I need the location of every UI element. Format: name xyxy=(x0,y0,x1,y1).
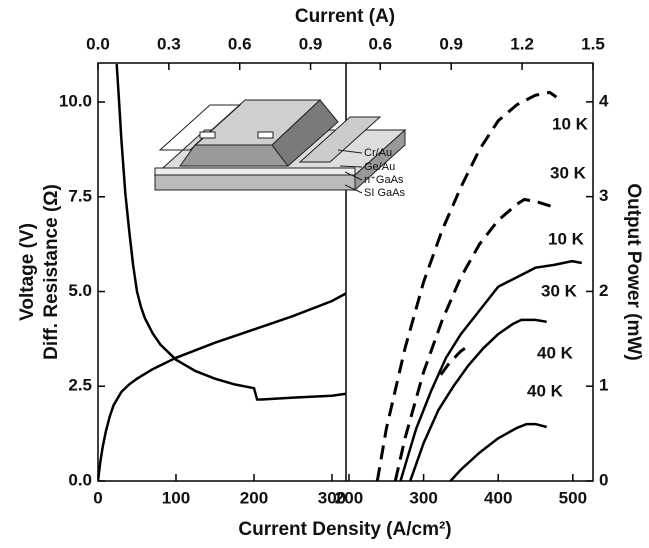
x-tick-label: 200 xyxy=(240,488,268,507)
data-line xyxy=(375,90,558,481)
series-label: 10 K xyxy=(548,229,585,248)
data-line xyxy=(409,318,547,481)
y-tick-label: 4 xyxy=(599,91,609,110)
series-label: 40 K xyxy=(537,343,574,362)
y-tick-label: 0 xyxy=(599,470,608,489)
data-line xyxy=(449,422,548,481)
data-line xyxy=(115,64,346,401)
y-tick-label: 7.5 xyxy=(68,186,92,205)
x2-tick-label: 0.6 xyxy=(228,34,252,53)
x2-tick-label: 0.3 xyxy=(157,34,181,53)
series-label: 10 K xyxy=(552,114,589,133)
x-tick-label: 300 xyxy=(409,488,437,507)
y-tick-label: 1 xyxy=(599,376,608,395)
y-tick-label: 2 xyxy=(599,281,608,300)
series-label: 40 K xyxy=(527,381,564,400)
series-label: 30 K xyxy=(550,163,587,182)
inset-label: Cr/Au xyxy=(364,147,392,159)
inset: Cr/Au Ge/Au n⁺GaAs SI GaAs xyxy=(153,99,407,199)
x-tick-label: 200 xyxy=(335,488,363,507)
series-label: 30 K xyxy=(541,281,578,300)
y-tick-label: 5.0 xyxy=(68,281,92,300)
x-tick-label: 300 xyxy=(318,488,346,507)
x-tick-label: 0 xyxy=(93,488,102,507)
data-line xyxy=(393,197,551,481)
y-axis-title: Diff. Resistance (Ω) xyxy=(41,184,62,360)
inset-label: n⁺GaAs xyxy=(364,174,404,186)
x2-tick-label: 0.9 xyxy=(439,34,463,53)
y-tick-label: 2.5 xyxy=(68,376,92,395)
x2-tick-label: 0.6 xyxy=(368,34,392,53)
x2-tick-label: 0.9 xyxy=(299,34,323,53)
y-tick-label: 10.0 xyxy=(59,92,92,111)
y2-axis-title: Output Power (mW) xyxy=(623,183,644,360)
x2-tick-label: 1.2 xyxy=(510,34,534,53)
y-tick-label: 0.0 xyxy=(68,470,92,489)
inset-label: Ge/Au xyxy=(364,161,395,173)
data-line xyxy=(98,292,346,481)
x2-tick-label: 1.5 xyxy=(581,34,605,53)
y-axis-title: Voltage (V) xyxy=(17,223,38,321)
x-tick-label: 100 xyxy=(162,488,190,507)
inset-label: SI GaAs xyxy=(364,187,405,199)
x-tick-label: 400 xyxy=(484,488,512,507)
x2-axis-title: Current (A) xyxy=(295,6,395,27)
data-line xyxy=(399,259,583,481)
x2-tick-label: 0.0 xyxy=(86,34,110,53)
x-axis-title: Current Density (A/cm²) xyxy=(238,519,451,540)
x-tick-label: 500 xyxy=(559,488,587,507)
data-line xyxy=(439,342,473,376)
y-tick-label: 3 xyxy=(599,186,608,205)
